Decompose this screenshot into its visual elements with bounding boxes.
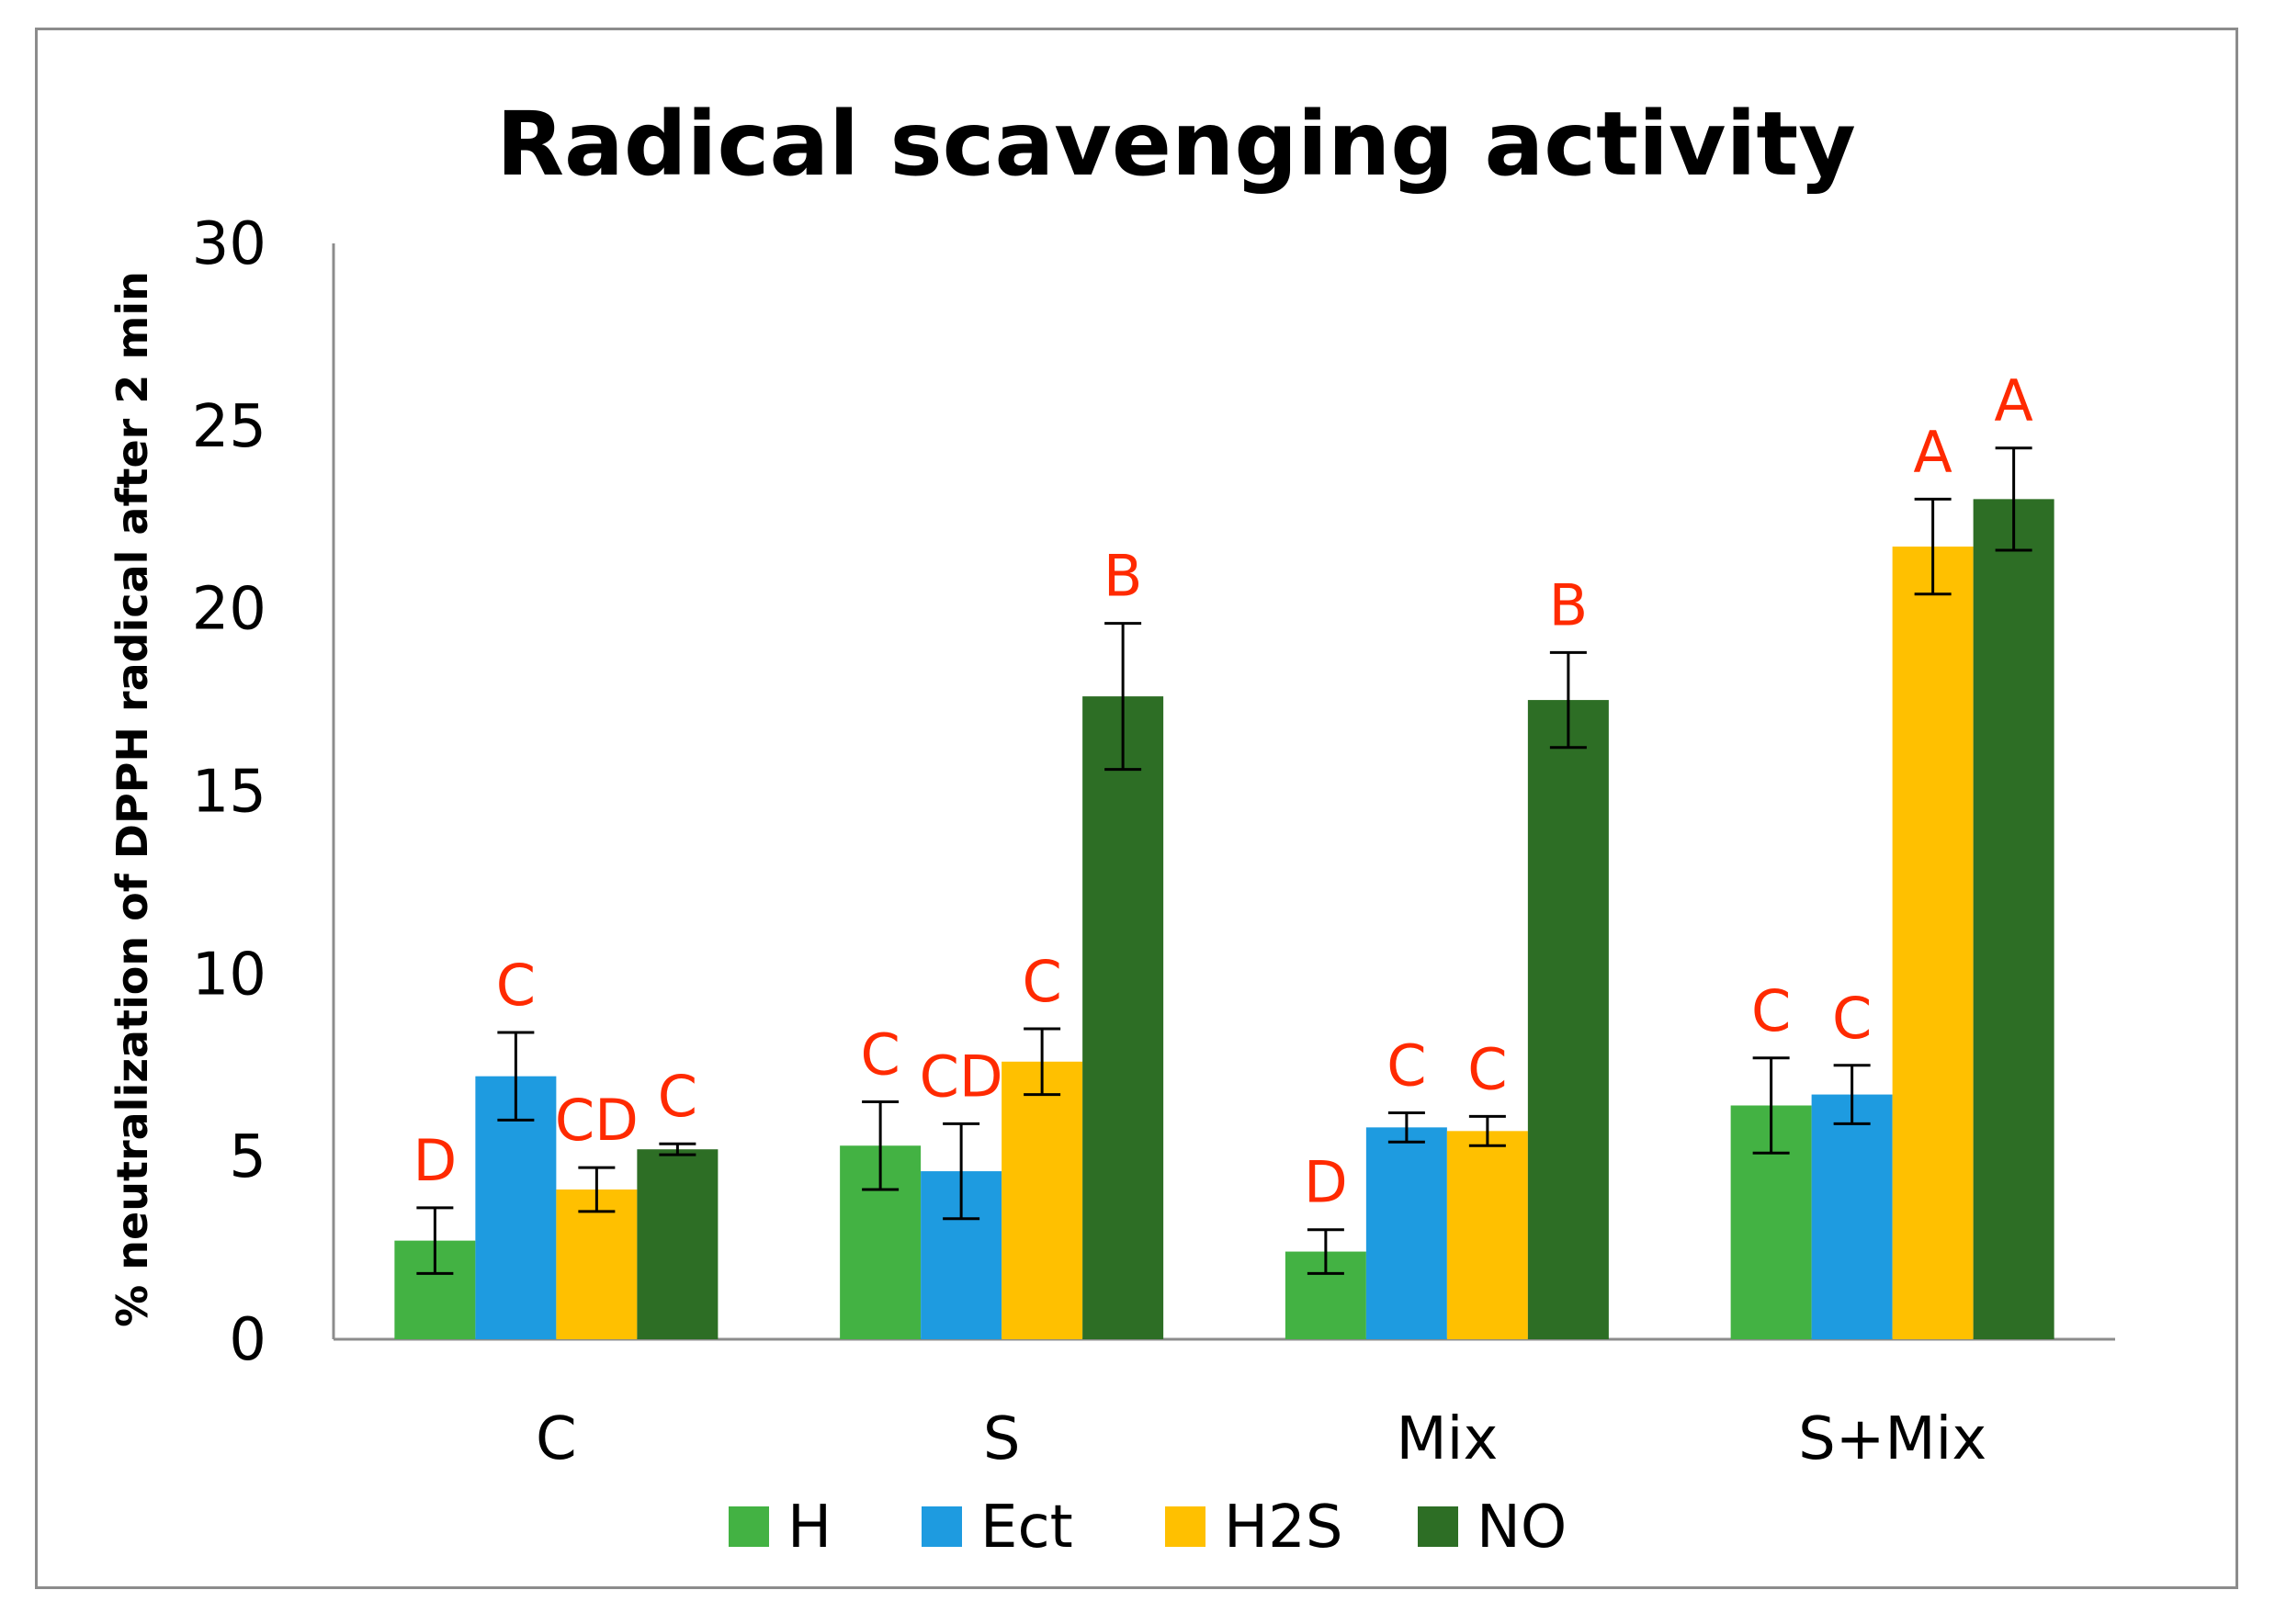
significance-label: B [1104, 543, 1143, 610]
significance-label: B [1549, 571, 1589, 638]
y-ticks: 0 5 10 15 20 25 30 [192, 210, 266, 1374]
legend-item: Ect [922, 1494, 1073, 1562]
error-bar [659, 1142, 696, 1156]
significance-label: C [496, 952, 536, 1019]
bar-no-s [1082, 696, 1164, 1339]
significance-label: C [1751, 977, 1791, 1044]
bar-h2s-mix [1446, 1131, 1528, 1339]
error-bar [1833, 1064, 1871, 1125]
legend-label: NO [1477, 1494, 1567, 1562]
bar-h2s-s [1002, 1061, 1083, 1339]
y-tick-label: 5 [229, 1123, 266, 1191]
category-label: C [536, 1405, 577, 1473]
bar-ect-splusmix [1811, 1094, 1893, 1339]
y-tick-label: 30 [192, 210, 266, 278]
error-bar [1024, 1027, 1061, 1097]
bars [394, 499, 2054, 1339]
legend-swatch [729, 1506, 769, 1547]
significance-label: A [1913, 418, 1952, 485]
error-bar [1752, 1056, 1790, 1155]
legend-swatch [922, 1506, 962, 1547]
legend-label: H [787, 1494, 832, 1562]
category-label: Mix [1396, 1405, 1498, 1473]
legend-label: Ect [980, 1494, 1073, 1562]
error-bar [1549, 650, 1587, 750]
legend-swatch [1418, 1506, 1458, 1547]
y-tick-label: 15 [192, 759, 266, 827]
error-bar [1995, 446, 2032, 552]
error-bar [1914, 497, 1952, 596]
significance-label: C [1387, 1032, 1426, 1099]
bar-ect-mix [1365, 1127, 1447, 1339]
significance-label: D [413, 1127, 458, 1194]
bar-h2s-splusmix [1892, 547, 1974, 1339]
error-bar [497, 1031, 535, 1122]
y-tick-label: 20 [192, 576, 266, 644]
bar-no-c [637, 1149, 719, 1339]
significance-label: C [860, 1021, 900, 1088]
significance-label: C [658, 1063, 697, 1130]
y-tick-label: 25 [192, 393, 266, 461]
error-bar [578, 1166, 616, 1213]
error-bar [862, 1100, 900, 1191]
significance-label: A [1994, 367, 2032, 434]
bar-no-splusmix [1973, 499, 2054, 1339]
legend-item: H [729, 1494, 832, 1562]
legend-item: H2S [1165, 1494, 1342, 1562]
significance-label: D [1304, 1149, 1348, 1216]
legend-item: NO [1418, 1494, 1567, 1562]
legend-label: H2S [1224, 1494, 1342, 1562]
legend-swatch [1165, 1506, 1205, 1547]
y-tick-label: 10 [192, 941, 266, 1009]
error-bar [943, 1122, 980, 1221]
category-labels: C S Mix S+Mix [536, 1405, 1986, 1473]
error-bar [416, 1206, 454, 1275]
chart-title: Radical scavenging activity [496, 93, 1856, 196]
legend: H Ect H2S NO [729, 1494, 1567, 1562]
significance-label: C [1467, 1035, 1507, 1102]
significance-label: C [1022, 948, 1061, 1015]
error-bar [1387, 1111, 1425, 1144]
significance-label: CD [555, 1087, 639, 1154]
category-label: S+Mix [1798, 1405, 1986, 1473]
bar-h2s-c [556, 1189, 638, 1339]
chart-frame [35, 28, 2238, 1589]
significance-label: C [1832, 985, 1872, 1052]
bar-no-mix [1527, 700, 1609, 1339]
error-bars [416, 446, 2032, 1275]
error-bar [1307, 1228, 1344, 1275]
category-label: S [983, 1405, 1021, 1473]
y-tick-label: 0 [229, 1306, 266, 1374]
error-bar [1468, 1114, 1506, 1147]
significance-label: CD [920, 1043, 1003, 1110]
y-axis-label: % neutralization of DPPH radical after 2… [108, 271, 157, 1327]
error-bar [1104, 622, 1142, 772]
